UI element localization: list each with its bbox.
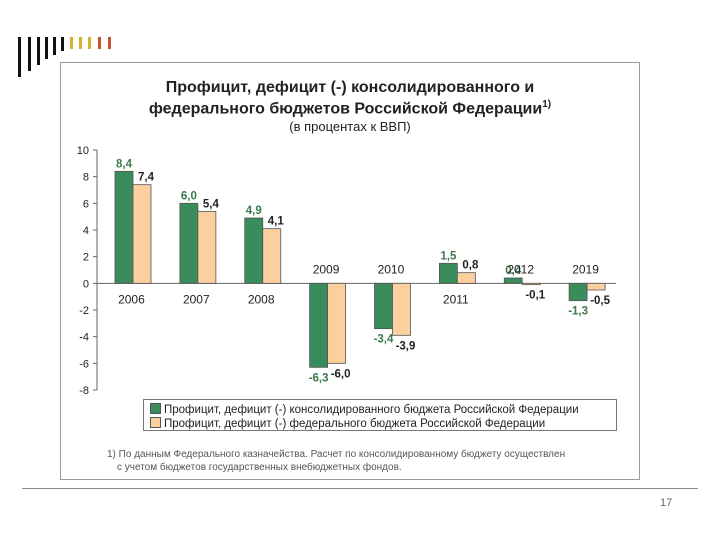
deco-bar	[53, 37, 56, 55]
footnote-line2: с учетом бюджетов государственных внебюд…	[117, 462, 402, 473]
data-label-consolidated: -6,3	[309, 372, 329, 384]
deco-bar	[61, 37, 64, 51]
data-label-consolidated: 0,4	[505, 265, 522, 277]
x-category-label: 2007	[183, 292, 210, 306]
chart-legend: Профицит, дефицит (-) консолидированного…	[143, 399, 617, 431]
chart-subtitle: (в процентах к ВВП)	[289, 119, 411, 134]
y-tick-label: 2	[83, 252, 89, 264]
bar-federal	[132, 184, 152, 284]
deco-bar	[18, 37, 21, 77]
deco-bar	[79, 37, 82, 49]
data-label-federal: -0,5	[590, 295, 610, 307]
deco-bar	[45, 37, 48, 59]
chart-title-line2-text: федерального бюджетов Российской Федерац…	[148, 100, 543, 118]
bar-consolidated	[179, 202, 199, 284]
x-category-label: 2011	[443, 292, 469, 306]
deco-bar	[70, 37, 73, 49]
deco-bar	[98, 37, 101, 49]
x-category-label: 2008	[248, 292, 275, 306]
y-tick-label: 8	[83, 172, 89, 184]
x-category-label: 2006	[118, 292, 145, 306]
bar-chart: 10 8 6 4 2 0 -2 -4 -6 -8 8,4 7,4 2006 6,0 5,4 2007 4,9 4,…	[77, 145, 616, 397]
y-tick-label: -6	[79, 358, 89, 370]
legend-swatch-federal	[150, 417, 161, 428]
bar-federal	[586, 282, 606, 291]
bar-federal	[392, 282, 411, 336]
data-label-federal: -6,0	[331, 368, 351, 380]
x-category-label: 2019	[572, 262, 599, 276]
legend-label-federal: Профицит, дефицит (-) федерального бюдже…	[164, 418, 546, 430]
deco-bar	[108, 37, 111, 49]
data-label-federal: 4,1	[268, 216, 285, 228]
bar-federal	[327, 282, 347, 364]
bar-federal	[521, 282, 541, 286]
data-label-federal: -3,9	[396, 340, 416, 352]
data-label-consolidated: 4,9	[246, 205, 262, 217]
decorative-bars	[18, 37, 128, 77]
bar-consolidated	[374, 282, 393, 330]
slide-divider	[22, 488, 698, 489]
data-label-consolidated: -1,3	[568, 306, 588, 318]
data-label-federal: 5,4	[203, 198, 220, 210]
data-label-federal: 0,8	[462, 260, 479, 272]
legend-label-consolidated: Профицит, дефицит (-) консолидированного…	[164, 404, 579, 416]
bar-consolidated	[114, 170, 134, 284]
y-tick-label: -8	[79, 385, 89, 397]
data-label-consolidated: 1,5	[440, 250, 457, 262]
bar-consolidated	[503, 277, 523, 284]
data-label-federal: -0,1	[525, 290, 545, 302]
bar-federal	[197, 210, 217, 284]
y-tick-label: 0	[83, 278, 89, 290]
chart-card: Профицит, дефицит (-) консолидированного…	[60, 62, 640, 480]
data-label-federal: 7,4	[138, 172, 155, 184]
x-category-label: 2009	[313, 262, 340, 276]
bar-consolidated	[309, 282, 329, 368]
deco-bar	[37, 37, 40, 65]
chart-title-line2: федерального бюджетов Российской Федерац…	[61, 99, 639, 118]
bar-federal	[262, 228, 282, 284]
bar-consolidated	[568, 282, 588, 302]
x-category-label: 2012	[507, 262, 534, 276]
chart-title-footnote-mark: 1)	[542, 99, 552, 110]
chart-title-line1: Профицит, дефицит (-) консолидированного…	[165, 79, 535, 96]
deco-bar	[28, 37, 31, 71]
legend-item-consolidated: Профицит, дефицит (-) консолидированного…	[150, 403, 579, 416]
bar-consolidated	[438, 262, 458, 284]
data-label-consolidated: 8,4	[116, 158, 133, 170]
y-tick-label: -2	[79, 305, 89, 317]
legend-swatch-consolidated	[150, 403, 161, 414]
y-tick-label: 6	[83, 198, 89, 210]
x-category-label: 2010	[378, 262, 405, 276]
data-label-consolidated: 6,0	[181, 190, 197, 202]
page-number: 17	[660, 497, 673, 509]
bar-federal	[456, 272, 476, 284]
y-tick-label: 4	[83, 225, 89, 237]
y-tick-label: 10	[77, 145, 89, 157]
footnote-line1: 1) По данным Федерального казначейства. …	[107, 449, 566, 460]
data-label-consolidated: -3,4	[374, 334, 394, 346]
deco-bar	[88, 37, 91, 49]
bar-consolidated	[244, 217, 264, 284]
legend-item-federal: Профицит, дефицит (-) федерального бюдже…	[150, 417, 545, 430]
y-tick-label: -4	[79, 332, 89, 344]
